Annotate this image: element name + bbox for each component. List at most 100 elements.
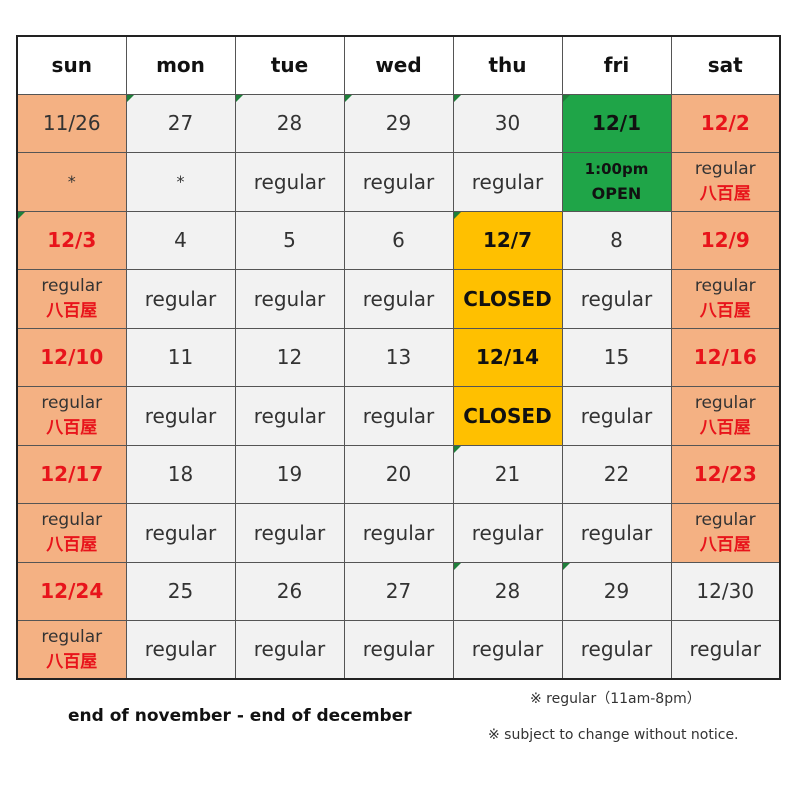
status-cell: regular [452,502,563,563]
date-cell: 5 [234,210,345,270]
date-row-week-1: 11/26 27 28 29 30 12/1 12/2 [16,93,781,153]
status-regular: regular [694,159,756,179]
date-row-week-3: 12/10 11 12 13 12/14 15 12/16 [16,327,781,387]
status-cell: regular [561,619,672,680]
date-cell: 12/23 [670,444,781,504]
status-cell: regular [234,502,345,563]
date-cell: 19 [234,444,345,504]
status-cell-closed: CLOSED [452,268,563,329]
date-cell: 28 [234,93,345,153]
status-row-week-5: regular 八百屋 regular regular regular regu… [16,619,781,680]
date-cell: 12/10 [16,327,127,387]
status-cell: regular [125,502,236,563]
date-cell: 4 [125,210,236,270]
status-cell: regular [234,619,345,680]
header-thu: thu [452,35,563,95]
header-wed: wed [343,35,454,95]
date-cell: 12/17 [16,444,127,504]
date-cell: 11/26 [16,93,127,153]
status-regular: regular [694,276,756,296]
status-yaoya: 八百屋 [46,535,98,555]
date-cell: 21 [452,444,563,504]
date-cell: 26 [234,561,345,621]
date-row-week-2: 12/3 4 5 6 12/7 8 12/9 [16,210,781,270]
status-cell: regular 八百屋 [670,385,781,446]
date-cell: 6 [343,210,454,270]
status-cell-closed: CLOSED [452,385,563,446]
status-row-week-2: regular 八百屋 regular regular regular CLOS… [16,268,781,329]
status-cell: regular [234,268,345,329]
status-cell: regular [561,385,672,446]
date-cell: 25 [125,561,236,621]
date-cell-open: 12/1 [561,93,672,153]
regular-hours-note: ※ regular（11am-8pm） [530,691,701,707]
status-yaoya: 八百屋 [699,418,751,438]
date-cell: 13 [343,327,454,387]
status-yaoya: 八百屋 [699,184,751,204]
date-cell: 27 [343,561,454,621]
status-cell: * [125,151,236,212]
header-tue: tue [234,35,345,95]
status-cell: regular [343,268,454,329]
date-cell: 20 [343,444,454,504]
status-cell: regular [452,151,563,212]
status-row-week-3: regular 八百屋 regular regular regular CLOS… [16,385,781,446]
status-cell: regular [234,151,345,212]
date-cell: 12/16 [670,327,781,387]
status-cell: regular [125,619,236,680]
status-cell-open: 1:00pm OPEN [561,151,672,212]
date-cell: 22 [561,444,672,504]
status-yaoya: 八百屋 [699,535,751,555]
date-cell: 27 [125,93,236,153]
status-cell: regular [452,619,563,680]
header-sun: sun [16,35,127,95]
calendar-caption: end of november - end of december [68,706,412,726]
status-cell: regular [234,385,345,446]
open-label: OPEN [591,184,642,203]
header-fri: fri [561,35,672,95]
status-cell: regular 八百屋 [670,151,781,212]
header-sat: sat [670,35,781,95]
status-yaoya: 八百屋 [46,301,98,321]
status-cell: regular [343,502,454,563]
status-yaoya: 八百屋 [46,651,98,672]
status-cell: regular 八百屋 [16,619,127,680]
status-cell: regular [343,385,454,446]
header-mon: mon [125,35,236,95]
date-cell: 29 [343,93,454,153]
status-row-week-4: regular 八百屋 regular regular regular regu… [16,502,781,563]
status-cell: regular [343,619,454,680]
date-cell: 12/9 [670,210,781,270]
date-cell: 18 [125,444,236,504]
open-time: 1:00pm [584,160,649,178]
change-notice: ※ subject to change without notice. [488,727,739,743]
status-row-week-1: * * regular regular regular 1:00pm OPEN … [16,151,781,212]
date-cell: 29 [561,561,672,621]
status-cell: regular [125,385,236,446]
calendar-table: sun mon tue wed thu fri sat 11/26 27 28 … [16,35,781,680]
status-regular: regular [41,393,103,413]
status-cell: regular [670,619,781,680]
date-cell: 11 [125,327,236,387]
status-regular: regular [694,510,756,530]
date-cell: 15 [561,327,672,387]
date-row-week-4: 12/17 18 19 20 21 22 12/23 [16,444,781,504]
date-cell: 12/3 [16,210,127,270]
date-row-week-5: 12/24 25 26 27 28 29 12/30 [16,561,781,621]
status-cell: regular 八百屋 [16,502,127,563]
date-cell-closed: 12/14 [452,327,563,387]
weekday-header-row: sun mon tue wed thu fri sat [16,35,781,95]
status-regular: regular [41,626,103,647]
date-cell: 8 [561,210,672,270]
status-cell: regular 八百屋 [670,268,781,329]
date-cell: 12/24 [16,561,127,621]
status-cell: regular [561,268,672,329]
status-cell: regular [561,502,672,563]
status-cell: regular 八百屋 [16,268,127,329]
status-regular: regular [41,510,103,530]
status-cell: regular [343,151,454,212]
status-cell: regular 八百屋 [670,502,781,563]
date-cell: 12/30 [670,561,781,621]
date-cell: 12 [234,327,345,387]
status-regular: regular [694,393,756,413]
